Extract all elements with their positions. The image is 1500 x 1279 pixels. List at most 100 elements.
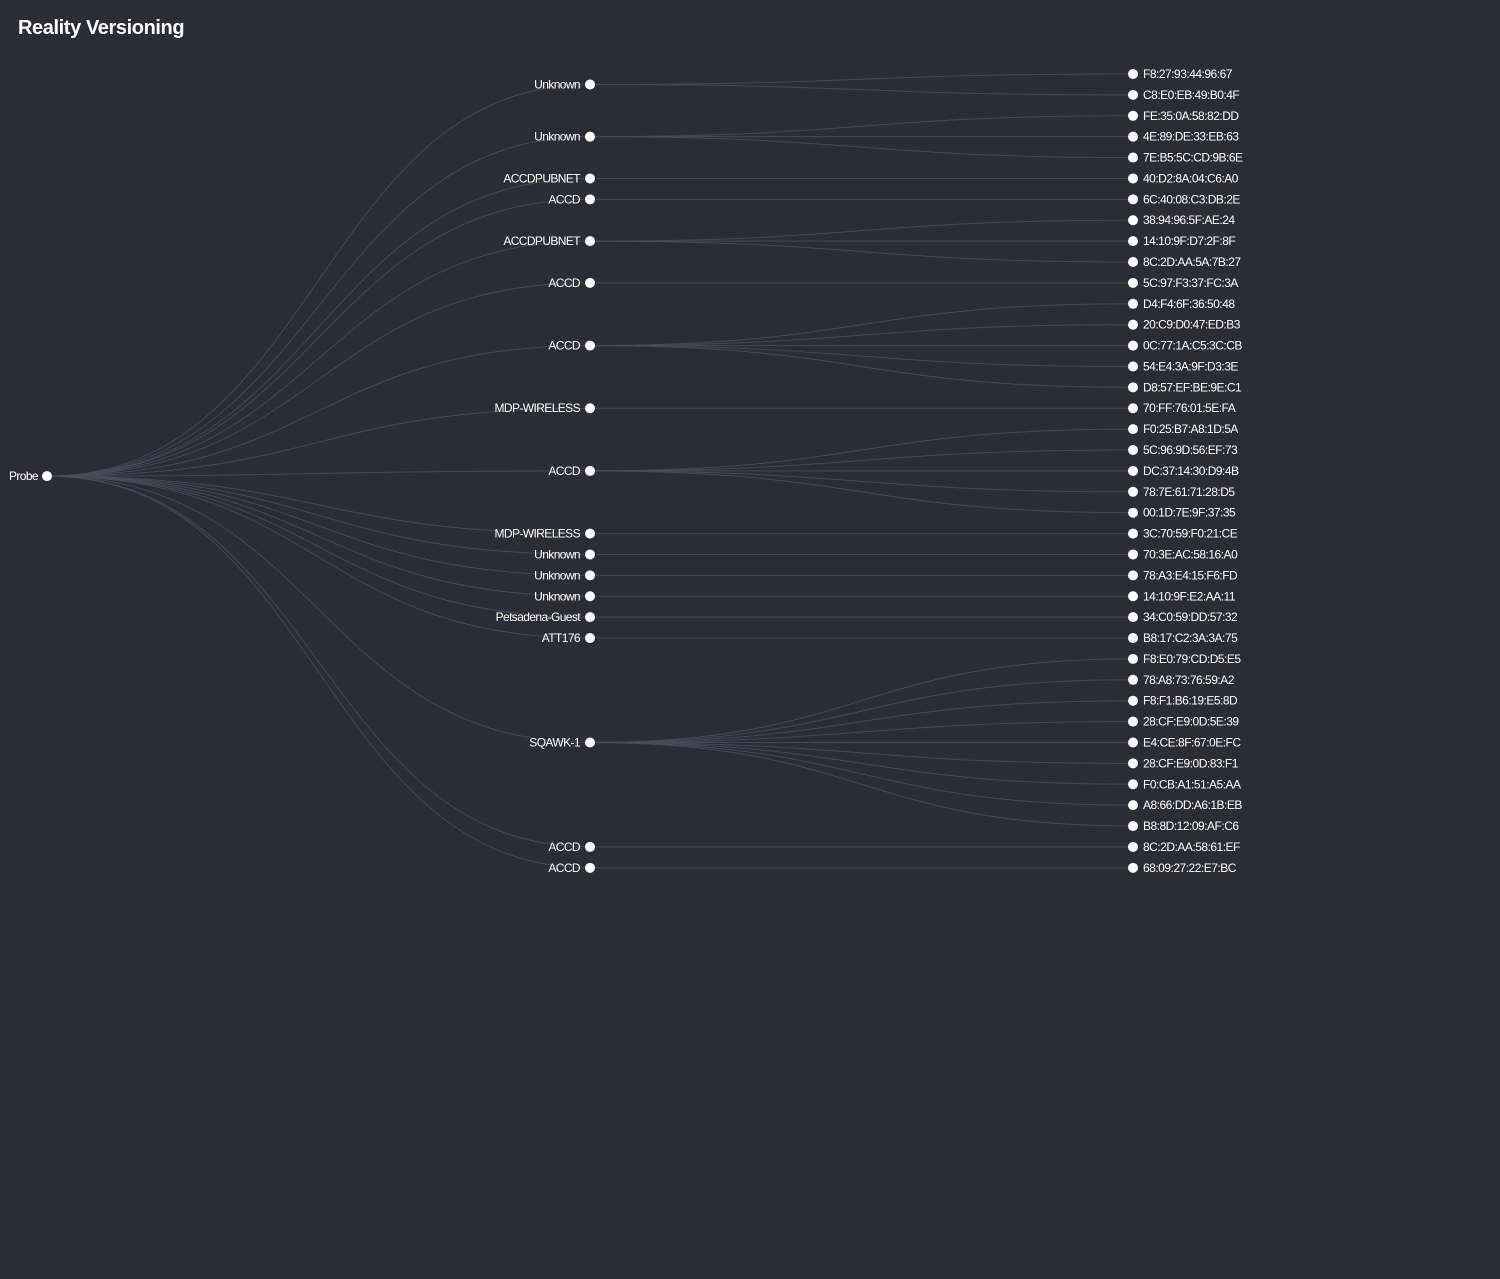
network-node-label: Petsadena-Guest <box>496 610 582 624</box>
network-node[interactable]: Unknown <box>534 589 595 603</box>
node-dot <box>1128 758 1138 769</box>
tree-link <box>589 345 1134 367</box>
network-node[interactable]: Unknown <box>534 130 595 144</box>
device-node[interactable]: 40:D2:8A:04:C6:A0 <box>1128 171 1239 185</box>
device-node[interactable]: 28:CF:E9:0D:83:F1 <box>1128 756 1239 770</box>
network-node-label: Unknown <box>534 568 580 582</box>
device-mac-label: 3C:70:59:F0:21:CE <box>1143 527 1238 541</box>
network-node-label: Unknown <box>534 547 580 561</box>
tree-link <box>46 470 591 477</box>
root-node[interactable]: Probe <box>9 469 52 483</box>
network-node[interactable]: MDP-WIRELESS <box>495 527 595 541</box>
device-node[interactable]: B8:17:C2:3A:3A:75 <box>1128 631 1239 645</box>
network-node[interactable]: ACCD <box>548 840 595 854</box>
tree-link <box>589 470 1134 514</box>
tree-link <box>589 83 1134 96</box>
device-node[interactable]: 0C:77:1A:C5:3C:CB <box>1128 339 1243 353</box>
tree-link <box>589 679 1134 743</box>
tree-link <box>46 475 591 618</box>
device-node[interactable]: 5C:97:F3:37:FC:3A <box>1128 276 1239 290</box>
device-node[interactable]: 28:CF:E9:0D:5E:39 <box>1128 715 1240 729</box>
tree-nodes: Probe Unknown F8:27:93:44:96:67 C8:E0:EB:49… <box>9 67 1244 875</box>
device-mac-label: 78:7E:61:71:28:D5 <box>1143 485 1235 499</box>
network-node-label: ACCD <box>548 464 581 478</box>
device-node[interactable]: C8:E0:EB:49:B0:4F <box>1128 88 1240 102</box>
device-node[interactable]: 54:E4:3A:9F:D3:3E <box>1128 359 1239 373</box>
device-node[interactable]: A8:66:DD:A6:1B:EB <box>1128 798 1243 812</box>
network-node[interactable]: ACCD <box>548 339 595 353</box>
device-node[interactable]: D4:F4:6F:36:50:48 <box>1128 297 1236 311</box>
node-dot <box>1128 695 1138 706</box>
device-node[interactable]: 14:10:9F:E2:AA:11 <box>1128 589 1236 603</box>
network-node[interactable]: ACCD <box>548 276 595 290</box>
device-node[interactable]: E4:CE:8F:67:0E:FC <box>1128 735 1242 749</box>
node-dot <box>585 737 595 748</box>
node-dot <box>585 173 595 184</box>
tree-link <box>589 345 1134 388</box>
tree-link <box>589 303 1134 347</box>
network-node[interactable]: ACCDPUBNET <box>503 234 595 248</box>
network-node[interactable]: SQAWK-1 <box>529 735 595 749</box>
device-node[interactable]: F8:27:93:44:96:67 <box>1128 67 1233 81</box>
device-node[interactable]: F0:CB:A1:51:A5:AA <box>1128 777 1242 791</box>
device-node[interactable]: 8C:2D:AA:5A:7B:27 <box>1128 255 1242 269</box>
tree-link <box>46 282 591 477</box>
device-node[interactable]: 3C:70:59:F0:21:CE <box>1128 527 1238 541</box>
tree-link <box>589 324 1134 347</box>
tree-link <box>589 73 1134 85</box>
node-dot <box>1128 424 1138 435</box>
device-mac-label: 14:10:9F:E2:AA:11 <box>1143 589 1236 603</box>
network-node[interactable]: ACCDPUBNET <box>503 171 595 185</box>
device-node[interactable]: FE:35:0A:58:82:DD <box>1128 109 1240 123</box>
device-node[interactable]: 38:94:96:5F:AE:24 <box>1128 213 1236 227</box>
device-node[interactable]: 78:7E:61:71:28:D5 <box>1128 485 1236 499</box>
device-node[interactable]: 14:10:9F:D7:2F:8F <box>1128 234 1236 248</box>
network-node-label: MDP-WIRELESS <box>495 527 581 541</box>
network-node[interactable]: Unknown <box>534 77 595 91</box>
node-dot <box>1128 674 1138 685</box>
device-node[interactable]: 8C:2D:AA:58:61:EF <box>1128 840 1241 854</box>
device-node[interactable]: 4E:89:DE:33:EB:63 <box>1128 130 1240 144</box>
network-node[interactable]: Unknown <box>534 568 595 582</box>
device-node[interactable]: F8:F1:B6:19:E5:8D <box>1128 694 1239 708</box>
device-node[interactable]: 78:A3:E4:15:F6:FD <box>1128 568 1239 582</box>
network-node[interactable]: Petsadena-Guest <box>496 610 595 624</box>
device-node[interactable]: 70:3E:AC:58:16:A0 <box>1128 547 1239 561</box>
device-node[interactable]: 7E:B5:5C:CD:9B:6E <box>1128 151 1244 165</box>
device-node[interactable]: F0:25:B7:A8:1D:5A <box>1128 422 1239 436</box>
device-node[interactable]: 68:09:27:22:E7:BC <box>1128 861 1237 875</box>
node-dot <box>1128 403 1138 414</box>
tree-link <box>589 721 1134 743</box>
network-node[interactable]: ACCD <box>548 861 595 875</box>
network-node-label: ACCD <box>548 861 581 875</box>
device-node[interactable]: DC:37:14:30:D9:4B <box>1128 464 1240 478</box>
network-node[interactable]: ATT176 <box>542 631 595 645</box>
network-node[interactable]: ACCD <box>548 192 595 206</box>
device-node[interactable]: 00:1D:7E:9F:37:35 <box>1128 506 1237 520</box>
network-node[interactable]: ACCD <box>548 464 595 478</box>
tree-link <box>589 741 1134 785</box>
node-dot <box>585 841 595 852</box>
node-dot <box>585 633 595 644</box>
node-dot <box>1128 800 1138 811</box>
device-node[interactable]: B8:8D:12:09:AF:C6 <box>1128 819 1240 833</box>
device-node[interactable]: 5C:96:9D:56:EF:73 <box>1128 443 1239 457</box>
device-mac-label: 70:3E:AC:58:16:A0 <box>1143 547 1238 561</box>
node-dot <box>585 340 595 351</box>
device-node[interactable]: 34:C0:59:DD:57:32 <box>1128 610 1239 624</box>
node-dot <box>1128 445 1138 456</box>
device-mac-label: F0:CB:A1:51:A5:AA <box>1143 777 1241 791</box>
device-node[interactable]: 78:A8:73:76:59:A2 <box>1128 673 1235 687</box>
tree-link <box>46 83 591 477</box>
network-node[interactable]: MDP-WIRELESS <box>495 401 595 415</box>
device-mac-label: F8:27:93:44:96:67 <box>1143 67 1233 81</box>
device-node[interactable]: D8:57:EF:BE:9E:C1 <box>1128 380 1243 394</box>
node-dot <box>1128 110 1138 121</box>
network-node[interactable]: Unknown <box>534 547 595 561</box>
tree-link <box>46 198 591 477</box>
device-node[interactable]: F8:E0:79:CD:D5:E5 <box>1128 652 1242 666</box>
device-node[interactable]: 20:C9:D0:47:ED:B3 <box>1128 318 1241 332</box>
device-node[interactable]: 70:FF:76:01:5E:FA <box>1128 401 1236 415</box>
device-node[interactable]: 6C:40:08:C3:DB:2E <box>1128 192 1241 206</box>
tree-link <box>46 475 591 576</box>
